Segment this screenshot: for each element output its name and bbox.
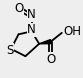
Polygon shape — [39, 40, 51, 44]
Text: O: O — [46, 53, 55, 66]
Text: OH: OH — [63, 25, 81, 38]
Text: O: O — [14, 2, 23, 15]
Text: N: N — [27, 23, 36, 36]
Text: N: N — [27, 8, 36, 21]
Text: S: S — [6, 44, 13, 57]
